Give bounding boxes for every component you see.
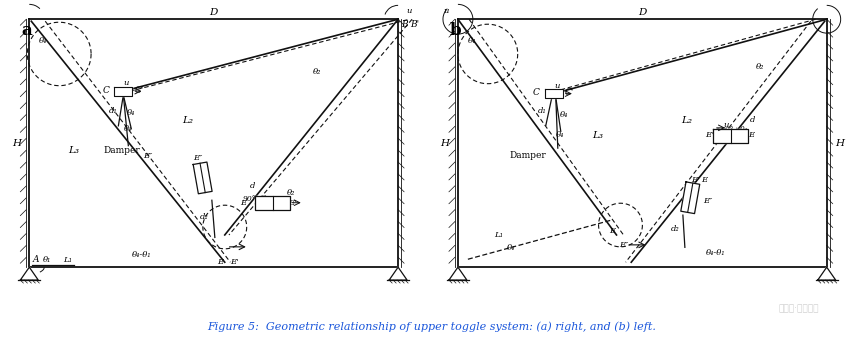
- Text: L₁: L₁: [63, 256, 72, 264]
- Text: θ₄-θ₁: θ₄-θ₁: [132, 251, 152, 259]
- Text: d: d: [750, 116, 755, 124]
- Text: u: u: [123, 79, 129, 87]
- Text: θ₂: θ₂: [312, 68, 321, 76]
- Text: 90°+θ₁: 90°+θ₁: [721, 126, 748, 134]
- Text: d₂: d₂: [671, 225, 679, 233]
- Text: d₁: d₁: [538, 108, 546, 116]
- Polygon shape: [449, 267, 467, 280]
- Text: u: u: [554, 82, 559, 90]
- Text: B': B': [410, 20, 419, 29]
- Text: d₂: d₂: [199, 213, 208, 221]
- Text: u: u: [444, 7, 449, 15]
- Text: E': E': [288, 199, 297, 207]
- Text: θ₂: θ₂: [756, 63, 765, 71]
- Text: C: C: [103, 86, 110, 95]
- Text: E': E': [230, 258, 239, 266]
- Text: d: d: [202, 167, 207, 175]
- Text: E': E': [691, 176, 699, 184]
- Text: u: u: [723, 121, 728, 129]
- Text: Damper: Damper: [103, 146, 140, 155]
- Text: H: H: [835, 139, 844, 148]
- Text: L₁: L₁: [494, 232, 503, 239]
- Polygon shape: [115, 87, 132, 96]
- Text: θ₄: θ₄: [559, 112, 568, 119]
- Text: θ₄: θ₄: [39, 37, 47, 45]
- Text: C: C: [533, 88, 540, 97]
- Polygon shape: [21, 267, 38, 280]
- Text: E″: E″: [142, 152, 152, 160]
- Text: θ₄: θ₄: [468, 37, 476, 45]
- Text: u: u: [260, 203, 266, 211]
- Text: E: E: [701, 176, 708, 184]
- Text: H: H: [12, 139, 21, 148]
- Text: θ₂: θ₂: [287, 189, 295, 197]
- Text: 90°+θ₁: 90°+θ₁: [243, 195, 271, 203]
- Text: L₂: L₂: [681, 116, 692, 125]
- Polygon shape: [818, 267, 835, 280]
- Text: θ₄: θ₄: [127, 109, 135, 117]
- Text: Damper: Damper: [509, 151, 546, 160]
- Text: D: D: [638, 8, 646, 17]
- Text: θ₂: θ₂: [715, 128, 723, 136]
- Text: A: A: [32, 255, 39, 264]
- Text: E″: E″: [619, 241, 628, 249]
- Text: θ₄-θ₁: θ₄-θ₁: [706, 249, 726, 257]
- Text: d₁: d₁: [109, 107, 117, 115]
- Polygon shape: [255, 196, 290, 210]
- Text: a: a: [22, 22, 32, 39]
- Text: E″: E″: [193, 154, 202, 162]
- Text: L₃: L₃: [68, 146, 79, 155]
- Polygon shape: [193, 162, 212, 194]
- Text: θ₁: θ₁: [43, 256, 52, 264]
- Text: E: E: [240, 199, 246, 207]
- Text: u: u: [406, 7, 412, 15]
- Text: L₃: L₃: [593, 131, 603, 140]
- Text: E: E: [609, 227, 615, 235]
- Text: Figure 5:  Geometric relationship of upper toggle system: (a) right, and (b) lef: Figure 5: Geometric relationship of uppe…: [207, 321, 656, 332]
- Text: 公众号·防震技术: 公众号·防震技术: [778, 304, 819, 313]
- Polygon shape: [545, 89, 563, 98]
- Text: C': C': [135, 86, 143, 95]
- Text: d: d: [690, 190, 695, 198]
- Text: θ₄: θ₄: [556, 131, 564, 139]
- Polygon shape: [389, 267, 407, 280]
- Text: D: D: [210, 8, 217, 17]
- Text: B: B: [401, 20, 407, 29]
- Text: C': C': [564, 88, 574, 97]
- Text: H: H: [440, 139, 450, 148]
- Text: E: E: [217, 258, 223, 266]
- Text: θ₄: θ₄: [507, 244, 515, 252]
- Text: E': E': [705, 131, 713, 139]
- Text: d: d: [250, 182, 255, 190]
- Text: E: E: [747, 131, 754, 139]
- Text: b: b: [450, 22, 462, 39]
- Text: θ₄: θ₄: [124, 125, 133, 133]
- Text: L₂: L₂: [182, 116, 193, 125]
- Polygon shape: [681, 182, 700, 214]
- Polygon shape: [714, 129, 748, 143]
- Text: E″: E″: [703, 197, 713, 205]
- Text: -θ₁: -θ₁: [32, 255, 43, 263]
